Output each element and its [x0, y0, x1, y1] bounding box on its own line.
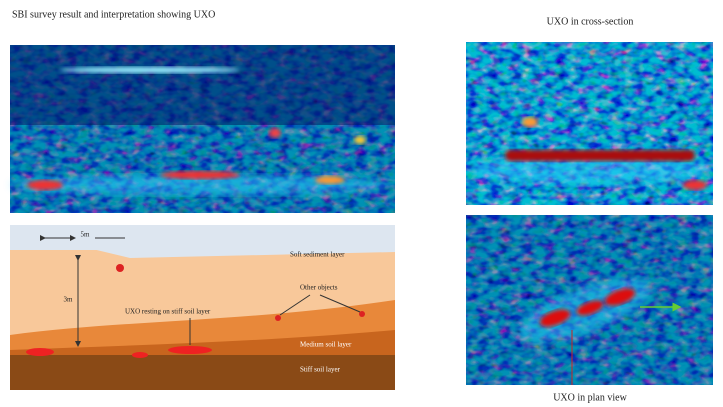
figure: SBI survey result and interpretation sho… — [0, 0, 723, 407]
panel-title: UXO in cross-section — [547, 16, 634, 27]
depth-label: 3m — [64, 296, 74, 304]
figure-title: SBI survey result and interpretation sho… — [12, 9, 215, 20]
annotation: UXO resting on stiff soil layer — [125, 308, 211, 316]
layer-label: Medium soil layer — [300, 341, 352, 349]
layer-label: Stiff soil layer — [300, 366, 341, 374]
cross-section-image — [466, 42, 713, 205]
interpretation-diagram: 5m 3m Soft sediment layer Medium soil la… — [10, 225, 395, 390]
annotation: Other objects — [300, 284, 338, 292]
width-label: 5m — [81, 231, 91, 239]
layer-label: Soft sediment layer — [290, 251, 345, 259]
panel-caption: UXO in plan view — [553, 392, 627, 403]
survey-image — [10, 45, 395, 213]
plan-view-image — [466, 215, 713, 385]
